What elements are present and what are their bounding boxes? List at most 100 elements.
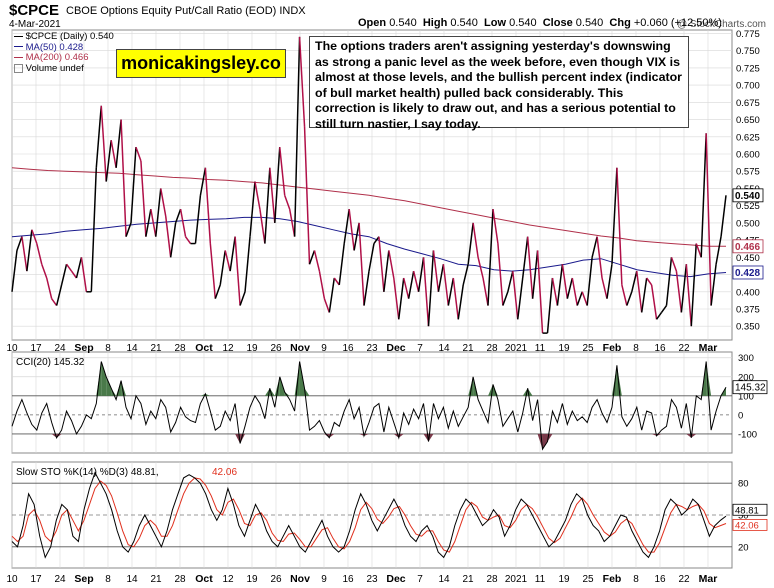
- x-tick-label-bottom-20: 28: [486, 574, 498, 585]
- ma200-line: [11, 167, 726, 247]
- x-tick-label-top-20: 28: [486, 343, 498, 354]
- price-segment-14: [75, 257, 83, 279]
- price-segment-18: [95, 105, 102, 168]
- price-segment-73: [368, 243, 375, 272]
- x-tick-label-top-6: 21: [150, 343, 162, 354]
- price-segment-36: [184, 236, 192, 244]
- price-segment-82: [412, 270, 420, 292]
- y-tick-cci-0: 300: [738, 353, 754, 364]
- price-segment-129: [646, 277, 653, 286]
- price-segment-104: [521, 236, 529, 279]
- price-segment-89: [447, 277, 455, 306]
- price-segment-112: [561, 264, 569, 299]
- price-segment-10: [55, 284, 63, 306]
- price-segment-88: [442, 264, 450, 306]
- price-segment-85: [427, 250, 435, 327]
- brand-label: monicakingsley.co: [116, 49, 286, 78]
- open-value: 0.540: [389, 17, 417, 29]
- x-tick-label-top-23: 19: [558, 343, 570, 354]
- x-tick-label-bottom-16: Dec: [386, 573, 405, 585]
- price-segment-120: [601, 277, 608, 299]
- price-segment-51: [259, 209, 266, 244]
- price-segment-28: [145, 208, 152, 237]
- price-segment-131: [655, 312, 663, 320]
- x-tick-label-top-25: Feb: [603, 342, 622, 354]
- price-segment-49: [249, 181, 256, 237]
- x-tick-label-top-9: 12: [222, 343, 234, 354]
- price-segment-17: [90, 167, 98, 292]
- cci-fill-pos-20: [106, 376, 112, 396]
- price-segment-66: [333, 277, 340, 286]
- price-segment-21: [110, 140, 117, 168]
- last-price-label: 0.540: [735, 191, 760, 202]
- open-label: Open: [358, 17, 387, 29]
- chg-value: +0.060 (+12.50%): [633, 17, 722, 29]
- high-value: 0.540: [450, 17, 478, 29]
- legend-ma200-text: MA(200) 0.466: [25, 52, 89, 63]
- y-tick-price-7: 0.525: [736, 201, 760, 212]
- x-tick-label-bottom-24: 25: [582, 574, 594, 585]
- price-segment-60: [303, 126, 311, 265]
- close-value: 0.540: [575, 17, 604, 29]
- watermark: @ StockCharts.com: [676, 19, 766, 30]
- ma50-price-label-box: [732, 265, 764, 280]
- legend-main: $CPCE (Daily) 0.540: [14, 31, 114, 43]
- price-segment-92: [462, 264, 469, 286]
- price-segment-99: [497, 243, 504, 306]
- x-tick-label-bottom-12: Nov: [290, 573, 310, 585]
- x-tick-label-top-5: 14: [126, 343, 138, 354]
- price-segment-71: [358, 222, 365, 306]
- ma200-price-label: 0.466: [735, 242, 760, 253]
- price-segment-53: [269, 167, 276, 223]
- price-segment-144: [720, 195, 727, 237]
- cci-fill-pos-123: [616, 365, 622, 396]
- price-segment-54: [274, 147, 281, 223]
- x-tick-label-top-14: 16: [342, 343, 354, 354]
- price-segment-135: [675, 271, 683, 313]
- price-segment-122: [611, 167, 618, 265]
- x-tick-label-bottom-11: 26: [270, 574, 282, 585]
- legend-ma200: MA(200) 0.466: [14, 52, 114, 64]
- y-tick-sto-0: 80: [738, 479, 749, 490]
- cci-line: [11, 361, 727, 451]
- price-segment-4: [26, 229, 33, 272]
- price-segment-79: [398, 277, 405, 320]
- cci-fill-pos-18: [96, 361, 102, 396]
- y-tick-price-9: 0.575: [736, 167, 760, 178]
- y-tick-cci-2: 100: [738, 391, 754, 402]
- ma50-price-label: 0.428: [735, 268, 760, 279]
- price-segment-32: [164, 215, 172, 258]
- cci-fill-neg-130: [651, 433, 657, 436]
- price-segment-62: [313, 250, 321, 272]
- price-segment-50: [254, 181, 261, 210]
- price-segment-34: [174, 208, 182, 224]
- price-segment-124: [621, 284, 628, 306]
- x-tick-label-top-21: 2021: [505, 343, 528, 354]
- x-tick-label-bottom-5: 14: [126, 574, 138, 585]
- cci-fill-pos-94: [473, 376, 479, 396]
- x-tick-label-top-28: 22: [678, 343, 690, 354]
- y-tick-price-17: 0.775: [736, 29, 760, 40]
- price-segment-5: [31, 229, 38, 244]
- chg-label: Chg: [609, 17, 631, 29]
- x-tick-label-bottom-3: Sep: [74, 573, 93, 585]
- y-tick-cci-4: -100: [738, 429, 757, 440]
- x-tick-label-bottom-22: 11: [535, 574, 546, 585]
- price-segment-44: [224, 250, 231, 272]
- x-tick-label-bottom-6: 21: [150, 574, 162, 585]
- x-tick-label-top-3: Sep: [74, 342, 93, 354]
- price-segment-55: [279, 147, 286, 196]
- price-segment-109: [546, 277, 554, 334]
- price-segment-143: [715, 236, 722, 265]
- cci-fill-neg-79: [398, 433, 404, 438]
- cci-fill-pos-58: [294, 361, 300, 396]
- y-tick-price-6: 0.500: [736, 218, 760, 229]
- legend-volume: Volume undef: [14, 63, 114, 75]
- price-segment-116: [581, 291, 588, 306]
- price-segment-7: [41, 263, 48, 279]
- price-segment-33: [169, 222, 177, 258]
- x-tick-label-top-0: 10: [6, 343, 18, 354]
- y-tick-price-1: 0.375: [736, 305, 760, 316]
- y-tick-price-16: 0.750: [736, 46, 760, 57]
